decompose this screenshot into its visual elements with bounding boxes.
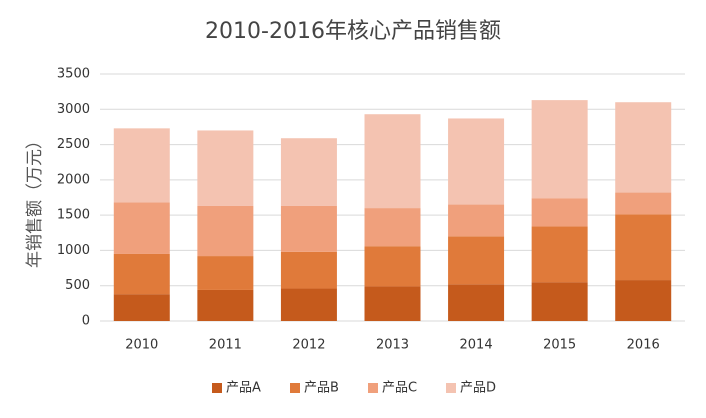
y-tick-label: 3000 [57,102,90,117]
bar-segment [531,100,588,199]
bar-segment [113,253,170,295]
bar-segment [113,294,170,321]
legend-label: 产品B [304,381,339,396]
bar-segment [280,138,337,206]
bar-segment [197,289,254,321]
bar-segment [364,114,421,209]
y-tick-label: 2500 [57,137,90,152]
y-tick-label: 3500 [57,67,90,82]
bar-segment [197,205,254,257]
bar-segment [531,226,588,283]
bar-segment [113,202,170,254]
bar-segment [280,205,337,252]
y-tick-label: 1500 [57,208,90,223]
chart-title: 2010-2016年核心产品销售额 [205,19,501,44]
bar-segment [448,284,505,321]
legend-swatch [446,383,456,393]
legend-swatch [368,383,378,393]
x-tick-label: 2011 [209,338,242,353]
bar-segment [197,130,254,206]
bar-segment [280,288,337,321]
x-tick-label: 2010 [125,338,158,353]
y-tick-label: 0 [82,314,90,329]
bar-segment [531,282,588,321]
bar-segment [280,251,337,289]
bar-segment [364,208,421,247]
y-axis-label: 年销售额（万元） [25,132,45,268]
bar-segment [113,128,170,203]
bar-segment [615,280,672,321]
legend-swatch [290,383,300,393]
bar-segment [448,236,505,285]
x-tick-label: 2014 [460,338,493,353]
y-tick-label: 2000 [57,172,90,187]
y-tick-label: 500 [65,278,90,293]
x-tick-label: 2016 [627,338,660,353]
bar-segment [615,102,672,193]
bar-segment [197,256,254,290]
bar-segment [615,192,672,215]
bar-segment [364,286,421,321]
legend-swatch [212,383,222,393]
legend-label: 产品D [460,381,496,396]
x-tick-label: 2013 [376,338,409,353]
bar-segment [615,214,672,281]
bar-segment [448,204,505,237]
x-tick-label: 2015 [543,338,576,353]
y-tick-label: 1000 [57,243,90,258]
bar-segment [448,118,505,205]
legend-label: 产品C [382,381,417,396]
x-tick-label: 2012 [292,338,325,353]
bar-segment [364,246,421,287]
bar-segment [531,198,588,227]
legend-label: 产品A [226,381,261,396]
